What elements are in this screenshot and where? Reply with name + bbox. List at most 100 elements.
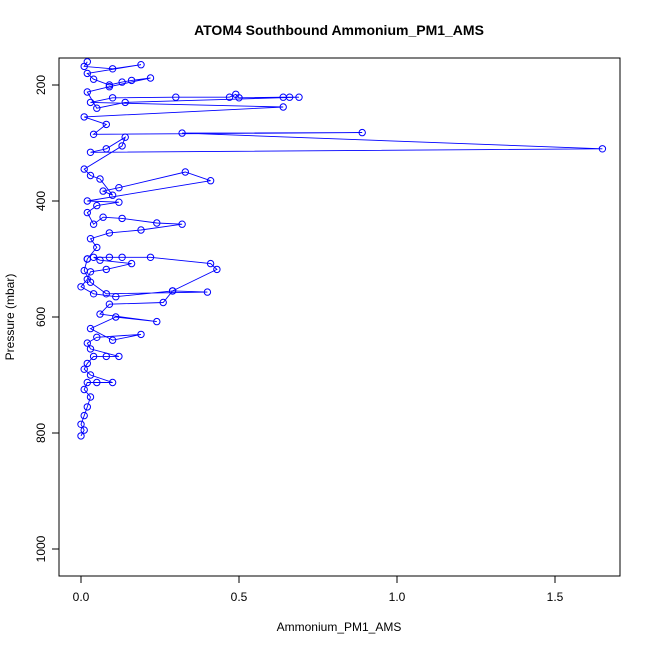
series-1 <box>80 58 607 263</box>
data-point <box>181 168 190 176</box>
y-tick-label: 200 <box>34 75 48 95</box>
data-point <box>172 93 180 101</box>
data-point <box>108 65 117 73</box>
data-point <box>93 201 101 210</box>
data-point <box>96 175 104 183</box>
data-point <box>146 253 155 261</box>
data-point <box>86 393 95 401</box>
data-point <box>83 339 92 347</box>
data-point <box>86 324 95 333</box>
data-point <box>279 103 287 111</box>
data-point <box>137 226 145 234</box>
data-point <box>86 98 95 107</box>
data-point <box>80 113 88 121</box>
data-point <box>77 432 85 440</box>
data-point <box>118 214 126 223</box>
data-point <box>93 104 101 112</box>
data-point <box>235 94 243 102</box>
data-point <box>102 145 111 153</box>
data-point <box>285 93 294 101</box>
data-point <box>86 171 95 180</box>
series-line <box>80 256 218 437</box>
x-tick-label: 1.5 <box>547 590 564 604</box>
data-point <box>178 220 186 228</box>
data-point <box>86 278 95 286</box>
data-point <box>178 129 186 137</box>
data-point <box>115 184 123 192</box>
data-point <box>108 378 117 387</box>
plot-frame <box>58 57 621 577</box>
data-point <box>80 266 88 275</box>
data-point <box>83 197 92 205</box>
x-axis-label: Ammonium_PM1_AMS <box>277 620 402 634</box>
data-point <box>105 229 114 237</box>
data-point <box>96 310 104 318</box>
data-point <box>159 298 167 307</box>
data-point <box>89 220 98 228</box>
data-point <box>83 255 92 263</box>
data-point <box>83 58 92 66</box>
data-point <box>115 198 123 206</box>
chart-title: ATOM4 Southbound Ammonium_PM1_AMS <box>194 22 484 38</box>
y-axis-label: Pressure (mbar) <box>3 274 17 361</box>
data-point <box>86 148 95 157</box>
data-point <box>112 313 120 321</box>
data-point <box>213 265 221 274</box>
data-point <box>102 352 111 361</box>
data-point <box>93 333 101 341</box>
data-point <box>83 208 92 217</box>
x-tick-label: 0.5 <box>231 590 248 604</box>
data-point <box>105 253 114 261</box>
data-point <box>105 300 114 308</box>
data-point <box>137 60 145 69</box>
data-point <box>93 378 101 387</box>
data-point <box>77 420 85 428</box>
data-point <box>121 98 129 107</box>
y-tick-label: 600 <box>34 307 48 327</box>
data-point <box>83 88 92 96</box>
data-point <box>225 93 234 101</box>
data-point <box>99 213 107 221</box>
data-point <box>168 287 177 295</box>
data-point <box>118 78 126 86</box>
data-point <box>86 371 95 379</box>
data-point <box>146 74 155 82</box>
data-point <box>83 403 92 411</box>
data-point <box>153 219 161 227</box>
data-point <box>83 69 92 78</box>
series-line <box>83 61 603 260</box>
data-point <box>115 352 123 361</box>
data-point <box>118 253 126 261</box>
data-point <box>102 290 111 298</box>
data-point <box>83 378 92 387</box>
data-point <box>102 265 111 274</box>
data-point <box>358 128 366 137</box>
series-0 <box>77 253 221 440</box>
data-point <box>89 352 98 361</box>
data-point <box>86 345 95 353</box>
data-point <box>153 317 161 326</box>
x-tick-label: 0.0 <box>73 590 90 604</box>
data-point <box>89 130 98 139</box>
data-point <box>206 177 215 185</box>
data-point <box>89 290 98 298</box>
data-point <box>127 76 136 85</box>
data-point <box>598 145 607 153</box>
data-point <box>83 359 92 368</box>
data-point <box>80 426 88 434</box>
data-point <box>80 385 88 394</box>
y-axis: 200 400 600 800 1000 <box>34 75 60 562</box>
data-point <box>99 187 107 195</box>
data-point <box>86 235 95 243</box>
data-point <box>93 243 101 252</box>
data-point <box>80 165 88 173</box>
data-point <box>80 411 88 420</box>
data-point <box>206 259 215 268</box>
data-point <box>137 330 145 339</box>
y-tick-label: 1000 <box>34 535 48 562</box>
data-point <box>295 93 303 101</box>
x-tick-label: 1.0 <box>389 590 406 604</box>
series-layer <box>77 58 607 440</box>
y-tick-label: 800 <box>34 423 48 443</box>
